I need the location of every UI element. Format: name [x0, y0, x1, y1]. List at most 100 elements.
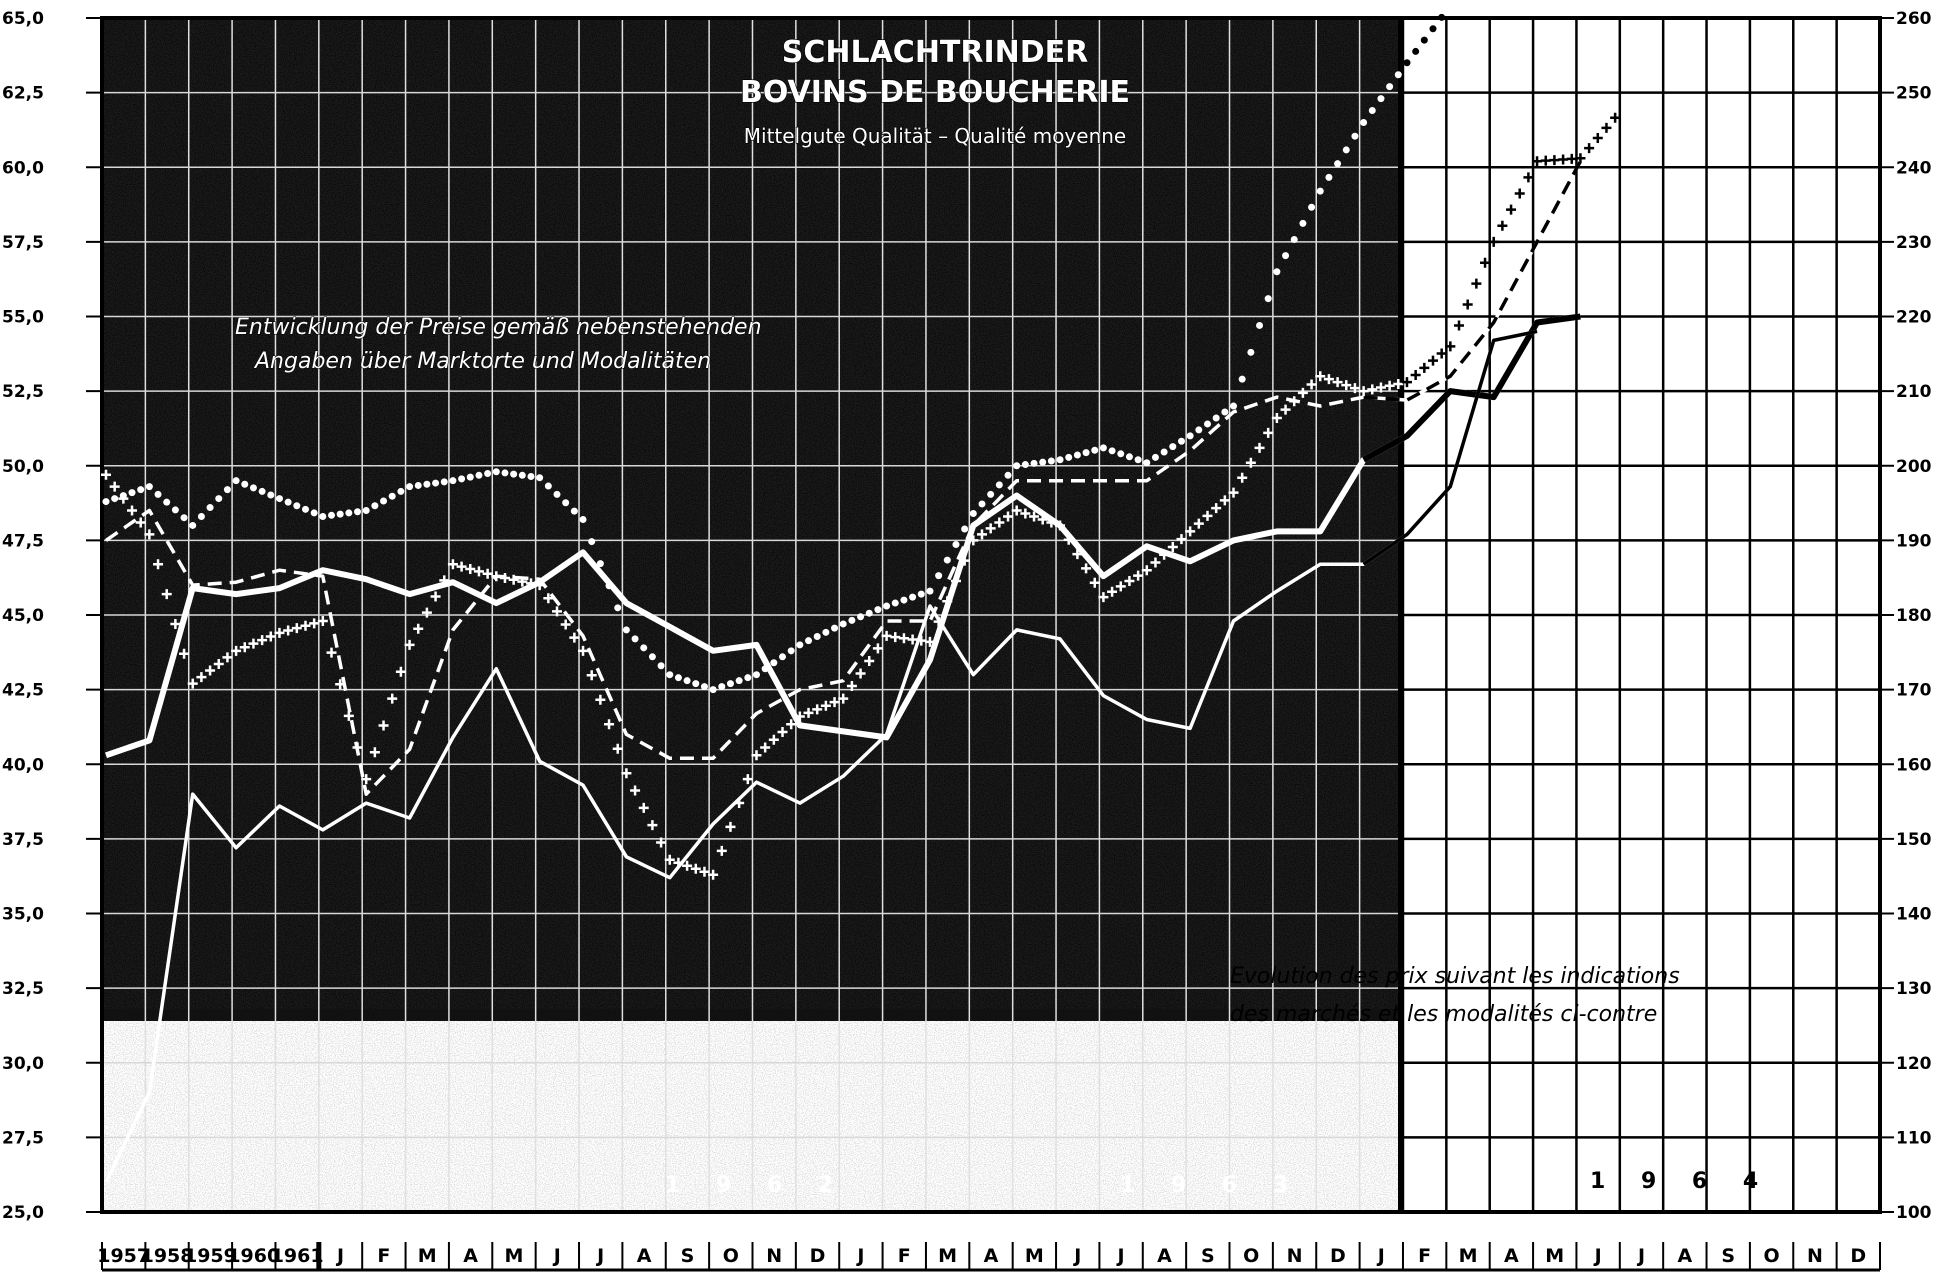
- series-point: [362, 507, 370, 515]
- series-point: [1471, 278, 1482, 289]
- y-right-tick-label: 220: [1896, 308, 1932, 328]
- series-point: [395, 666, 406, 677]
- y-right-tick-label: 110: [1896, 1128, 1932, 1148]
- series-point: [935, 572, 943, 580]
- series-point: [1004, 471, 1012, 479]
- series-layer: [101, 13, 1621, 1183]
- x-tick-label: M: [505, 1245, 524, 1267]
- y-left-tick-label: 37,5: [2, 830, 44, 850]
- x-tick-label: J: [1376, 1245, 1385, 1267]
- series-point: [274, 627, 285, 638]
- series-point: [404, 639, 415, 650]
- x-tick-label: J: [335, 1245, 344, 1267]
- series-point: [482, 568, 493, 579]
- series-point: [1393, 378, 1404, 389]
- series-point: [813, 632, 821, 640]
- series-point: [1566, 153, 1577, 164]
- series-point: [1488, 236, 1499, 247]
- chart-grid: [100, 16, 1882, 1214]
- series-point: [319, 512, 327, 520]
- series-point: [414, 481, 422, 489]
- series-point: [534, 580, 545, 591]
- series-point: [838, 693, 849, 704]
- series-point: [1186, 432, 1194, 440]
- series-point: [917, 590, 925, 598]
- series-point: [794, 711, 805, 722]
- series-point: [683, 677, 691, 685]
- series-point: [969, 510, 977, 518]
- series-point: [310, 509, 318, 517]
- series-point: [1020, 508, 1031, 519]
- series-point: [499, 572, 510, 583]
- series-point: [595, 694, 606, 705]
- series-point: [222, 652, 233, 663]
- series-point: [1334, 160, 1342, 168]
- x-tick-label: A: [1677, 1245, 1692, 1267]
- y-left-tick-label: 40,0: [2, 755, 44, 775]
- series-point: [1308, 203, 1316, 211]
- series-point: [605, 582, 613, 590]
- series-point: [1125, 453, 1133, 461]
- x-tick-label: A: [1157, 1245, 1172, 1267]
- series-point: [293, 502, 301, 510]
- series-point: [726, 680, 734, 688]
- x-tick-label: J: [552, 1245, 561, 1267]
- x-tick-label: S: [681, 1245, 695, 1267]
- series-point: [1264, 295, 1272, 303]
- x-tick-label: D: [810, 1245, 826, 1267]
- series-point: [959, 555, 970, 566]
- series-point: [1532, 156, 1543, 167]
- y-right-tick-label: 100: [1896, 1203, 1932, 1223]
- series-point: [1089, 577, 1100, 588]
- series-line: [105, 313, 1581, 759]
- series-point: [640, 644, 648, 652]
- y-right-tick-label: 140: [1896, 905, 1932, 925]
- series-point: [258, 487, 266, 495]
- series-solid-thin: [104, 329, 1538, 1183]
- series-point: [387, 693, 398, 704]
- series-point: [961, 525, 969, 533]
- series-point: [336, 510, 344, 518]
- x-tick-label: J: [1593, 1245, 1602, 1267]
- y-left-tick-label: 50,0: [2, 457, 44, 477]
- series-line: [105, 160, 1582, 796]
- y-right-tick-label: 210: [1896, 382, 1932, 402]
- series-point: [1055, 520, 1066, 531]
- series-point: [768, 734, 779, 745]
- x-tick-label: M: [1025, 1245, 1044, 1267]
- series-point: [1193, 518, 1204, 529]
- series-point: [447, 559, 458, 570]
- series-point: [343, 710, 354, 721]
- series-point: [760, 742, 771, 753]
- note-fr-line1: Evolution des prix suivant les indicatio…: [1230, 964, 1680, 989]
- series-point: [1263, 427, 1274, 438]
- series-point: [699, 866, 710, 877]
- series-point: [1219, 495, 1230, 506]
- series-point: [1436, 348, 1447, 359]
- series-point: [1037, 514, 1048, 525]
- series-point: [900, 596, 908, 604]
- series-point: [510, 470, 518, 478]
- y-right-tick-label: 240: [1896, 158, 1932, 178]
- series-point: [614, 604, 622, 612]
- series-point: [883, 602, 891, 610]
- x-tick-label: F: [377, 1245, 390, 1267]
- series-point: [1133, 570, 1144, 581]
- series-point: [673, 857, 684, 868]
- series-point: [102, 498, 110, 506]
- series-point: [187, 678, 198, 689]
- series-point: [890, 632, 901, 643]
- series-point: [1063, 534, 1074, 545]
- series-point: [215, 495, 223, 503]
- series-dotted: [102, 13, 1446, 694]
- series-point: [924, 636, 935, 647]
- x-tick-label: D: [1330, 1245, 1346, 1267]
- x-tick-label: S: [1721, 1245, 1735, 1267]
- series-point: [536, 474, 544, 482]
- series-point: [1098, 592, 1109, 603]
- series-line: [104, 329, 1538, 1183]
- x-tick-label: J: [1636, 1245, 1645, 1267]
- note-de-line2: Angaben über Marktorte und Modalitäten: [253, 349, 711, 374]
- series-point: [527, 472, 535, 480]
- series-point: [406, 483, 414, 491]
